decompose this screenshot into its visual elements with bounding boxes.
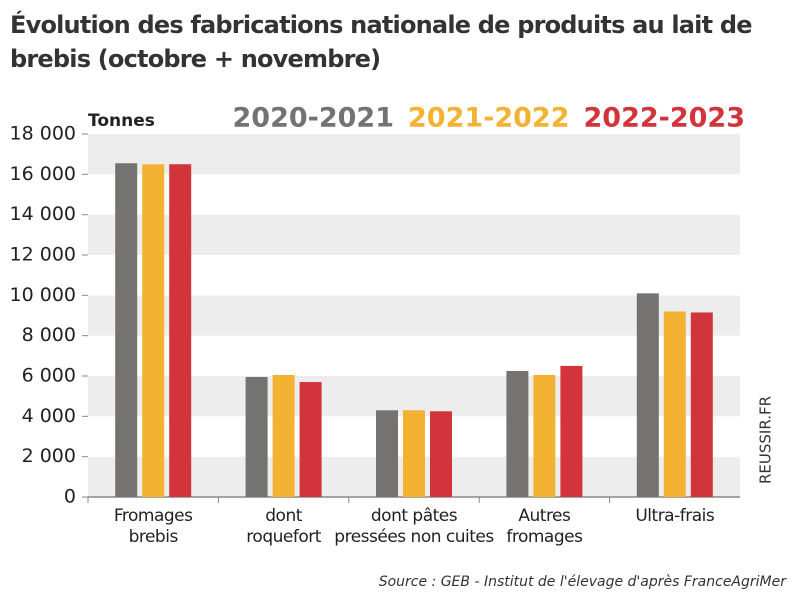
x-tick-label: dont pâtes pressées non cuites xyxy=(334,506,494,547)
bar xyxy=(376,410,398,497)
bar xyxy=(115,163,138,497)
y-tick-label: 6 000 xyxy=(22,365,76,387)
legend-entry: 2022-2023 xyxy=(584,103,746,134)
bar xyxy=(560,365,583,497)
bar xyxy=(430,411,452,497)
legend-entry: 2020-2021 xyxy=(233,103,395,134)
bar xyxy=(403,410,425,497)
grid-band xyxy=(88,295,740,336)
y-tick-label: 16 000 xyxy=(10,163,76,185)
bar xyxy=(299,382,322,497)
grid-band xyxy=(88,214,740,255)
y-tick-label: 2 000 xyxy=(22,445,76,467)
y-axis-label: Tonnes xyxy=(88,111,155,131)
y-tick-label: 18 000 xyxy=(10,123,76,145)
grid-band xyxy=(88,376,740,417)
bar xyxy=(636,293,659,497)
credit: REUSSIR.FR xyxy=(757,396,775,484)
legend-entry: 2021-2022 xyxy=(408,103,570,134)
y-tick-label: 14 000 xyxy=(10,203,76,225)
y-tick-label: 0 xyxy=(64,486,76,508)
bar xyxy=(506,370,529,497)
grid-band xyxy=(88,255,740,296)
y-tick-label: 8 000 xyxy=(22,324,76,346)
y-tick-label: 12 000 xyxy=(10,244,76,266)
x-tick-label: Fromages brebis xyxy=(113,506,193,547)
bar xyxy=(169,164,192,497)
bar xyxy=(533,374,556,497)
x-tick-label: Ultra-frais xyxy=(635,506,715,526)
chart-title: Évolution des fabrications nationale de … xyxy=(10,11,752,73)
grid-band xyxy=(88,134,740,175)
y-tick-label: 10 000 xyxy=(10,284,76,306)
x-tick-label: Autres fromages xyxy=(506,506,583,547)
grid-band xyxy=(88,174,740,215)
y-tick-label: 4 000 xyxy=(22,405,76,427)
x-tick-label: dont roquefort xyxy=(246,506,321,547)
bar xyxy=(272,374,295,497)
grid-band xyxy=(88,335,740,376)
source: Source : GEB - Institut de l'élevage d'a… xyxy=(378,574,786,590)
bar xyxy=(245,377,268,497)
bar xyxy=(663,311,686,497)
bar xyxy=(690,312,713,497)
bar xyxy=(142,164,165,497)
